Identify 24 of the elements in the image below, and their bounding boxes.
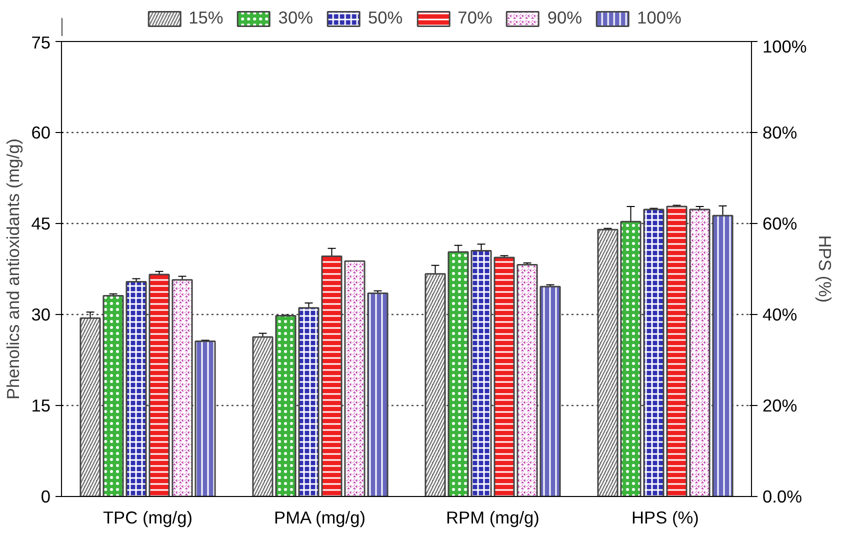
y2-tick-label: 80%: [762, 122, 798, 142]
legend-label: 90%: [547, 8, 582, 28]
y-tick-label: 0: [40, 486, 51, 506]
x-tick-label: PMA (mg/g): [274, 508, 366, 528]
y-tick-label: 60: [31, 122, 51, 142]
x-tick-label: RPM (mg/g): [446, 508, 540, 528]
y-tick-label: 15: [31, 396, 51, 416]
y2-axis-title: HPS (%): [814, 235, 835, 303]
y2-tick-label: 0.0%: [762, 486, 802, 506]
x-tick-label: TPC (mg/g): [102, 508, 193, 528]
y2-tick-label: 100%: [762, 36, 807, 56]
y-axis-title: Phenolics and antioxidants (mg/g): [3, 138, 24, 400]
y2-tick-label: 60%: [762, 214, 798, 234]
legend-label: 50%: [368, 8, 403, 28]
legend-label: 15%: [188, 8, 224, 28]
x-tick-label: HPS (%): [632, 508, 699, 528]
legend-label: 70%: [458, 8, 492, 28]
y-tick-label: 75: [31, 32, 51, 52]
y2-tick-label: 20%: [762, 396, 798, 416]
y-tick-label: 45: [31, 214, 51, 234]
legend-label: 100%: [637, 8, 682, 28]
y2-tick-label: 40%: [762, 304, 798, 324]
y-tick-label: 30: [31, 304, 51, 324]
legend-label: 30%: [278, 8, 313, 28]
